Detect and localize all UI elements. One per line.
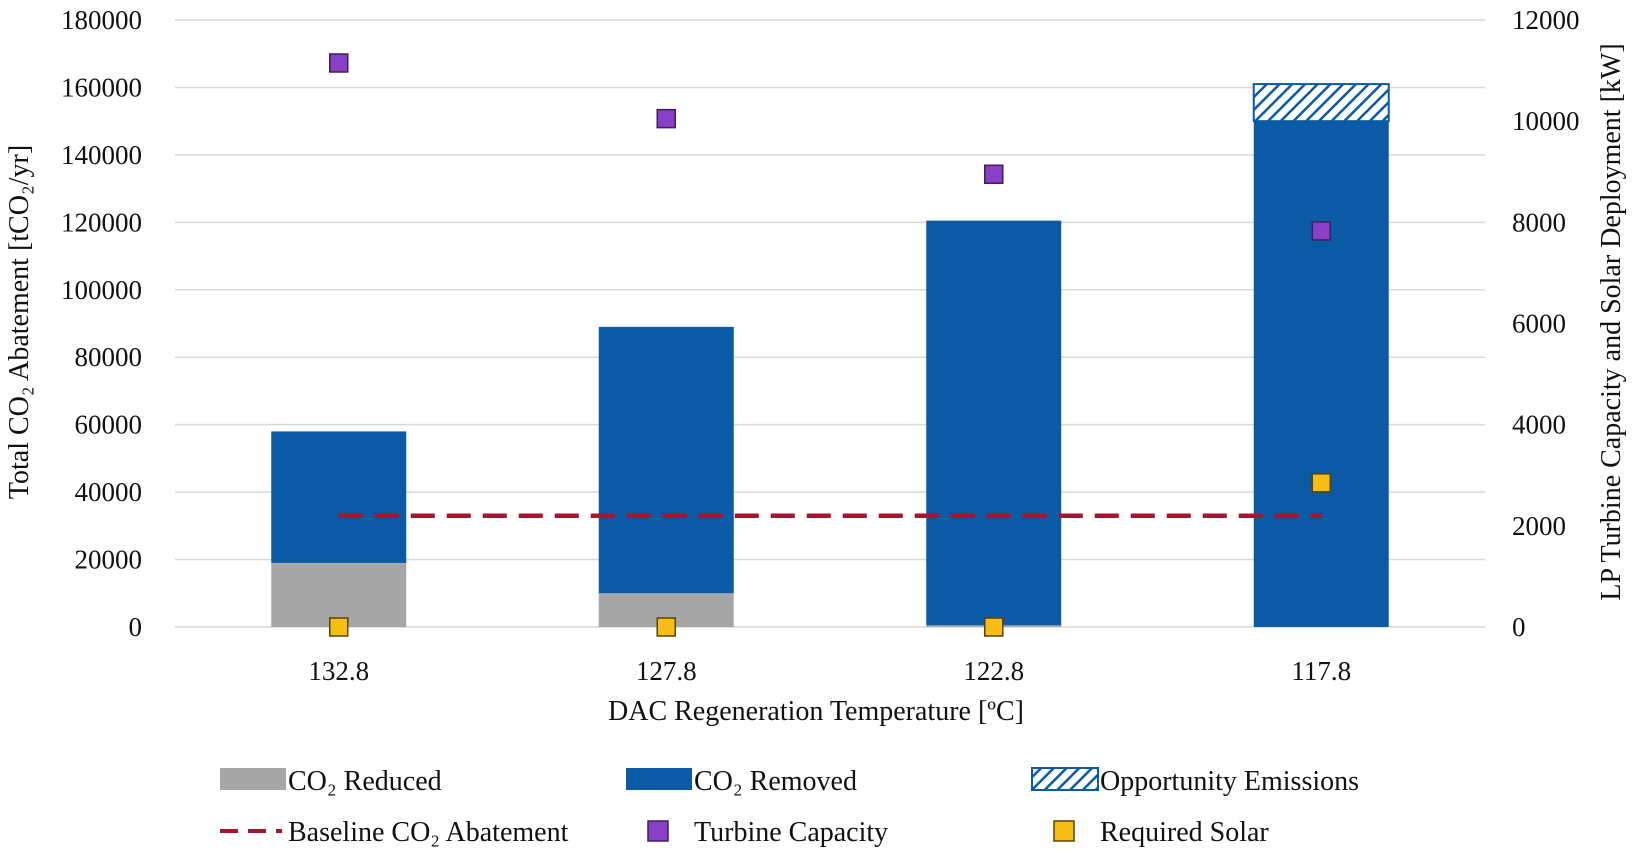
turbine-marker [1311, 221, 1331, 241]
y2-tick-label: 10000 [1512, 106, 1580, 136]
bar-segment [598, 326, 734, 594]
y-tick-label: 60000 [75, 410, 143, 440]
y-axis-title: Total CO₂ Abatement [tCO₂/yr] [4, 145, 35, 499]
y2-tick-label: 4000 [1512, 410, 1566, 440]
y-tick-label: 160000 [61, 72, 142, 102]
solar-marker [329, 617, 349, 637]
y2-tick-label: 12000 [1512, 5, 1580, 35]
legend-swatch-turbine [647, 820, 669, 842]
y2-tick-label: 6000 [1512, 309, 1566, 339]
legend-swatch-reduced [220, 768, 286, 790]
y-tick-label: 180000 [61, 5, 142, 35]
legend: CO₂ Reduced CO₂ Removed Opportunity Emis… [220, 766, 1359, 848]
solar-marker [1311, 473, 1331, 493]
y2-axis-title: LP Turbine Capacity and Solar Deployment… [1596, 43, 1627, 600]
legend-label-reduced: CO₂ Reduced [288, 766, 442, 797]
legend-label-turbine: Turbine Capacity [694, 817, 888, 848]
x-axis-title: DAC Regeneration Temperature [ºC] [608, 696, 1024, 727]
y-tick-label: 120000 [61, 207, 142, 237]
x-tick-label: 132.8 [308, 656, 369, 686]
y2-tick-label: 0 [1512, 612, 1526, 642]
solar-marker [656, 617, 676, 637]
y-tick-label: 100000 [61, 275, 142, 305]
solar-marker [984, 617, 1004, 637]
bars [271, 83, 1390, 628]
legend-swatch-removed [626, 768, 692, 790]
legend-label-opportunity: Opportunity Emissions [1100, 766, 1359, 797]
y-tick-label: 80000 [75, 342, 143, 372]
x-tick-label: 127.8 [636, 656, 697, 686]
y-tick-label: 20000 [75, 545, 143, 575]
legend-swatch-solar [1053, 820, 1075, 842]
legend-label-solar: Required Solar [1100, 817, 1269, 848]
y-tick-label: 40000 [75, 477, 143, 507]
x-tick-label: 122.8 [963, 656, 1024, 686]
y2-tick-label: 2000 [1512, 511, 1566, 541]
y-tick-label: 0 [129, 612, 143, 642]
y2-tick-label: 8000 [1512, 207, 1566, 237]
bar-segment [271, 562, 407, 627]
legend-swatch-opportunity [1031, 767, 1099, 791]
y-tick-label: 140000 [61, 140, 142, 170]
x-tick-label: 117.8 [1291, 656, 1351, 686]
turbine-marker [984, 164, 1004, 185]
axes: Total CO₂ Abatement [tCO₂/yr] LP Turbine… [4, 5, 1627, 727]
bar-segment [271, 431, 407, 563]
bar-segment [926, 220, 1062, 626]
legend-label-baseline: Baseline CO₂ Abatement [288, 817, 569, 848]
turbine-marker [329, 53, 349, 73]
bar-segment [1252, 83, 1390, 123]
bar-segment [1253, 121, 1389, 628]
markers [329, 53, 1331, 637]
turbine-marker [656, 108, 676, 129]
legend-label-removed: CO₂ Removed [694, 766, 857, 797]
